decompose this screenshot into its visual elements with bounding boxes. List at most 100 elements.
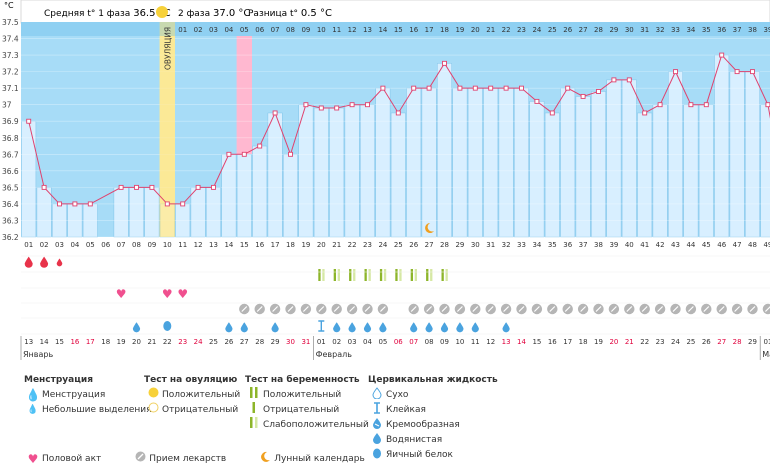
phase2-label: 2 фаза 37.0 °C [178, 8, 250, 19]
pill-icon-slash [472, 306, 479, 312]
pregnancy-strip [430, 269, 433, 281]
legend-item: Водянистая [386, 435, 443, 445]
top-day-label: 38 [748, 26, 757, 34]
legend-item: Положительный [162, 390, 241, 400]
temperature-point [703, 102, 709, 108]
phase1-label: Средняя t° 1 фаза 36.5 °C [44, 8, 171, 19]
top-day-label: 17 [425, 26, 434, 34]
top-day-label: 15 [394, 26, 403, 34]
date-label: 07 [409, 338, 418, 346]
phase-divider-sun-icon [156, 6, 168, 18]
temperature-point [334, 105, 340, 111]
small-drop-icon: 💧 [27, 405, 39, 415]
y-tick-label: 36.9 [2, 117, 19, 126]
date-label: 14 [517, 338, 526, 346]
cycle-day-label: 49 [763, 241, 770, 249]
temperature-bar [560, 87, 576, 238]
pregnancy-strip [349, 269, 352, 281]
date-label: 28 [255, 338, 264, 346]
date-label: 22 [163, 338, 172, 346]
heart-icon: ♥ [177, 287, 188, 301]
month-label: Март [762, 350, 770, 359]
top-day-label: 21 [486, 26, 495, 34]
top-day-label: 12 [348, 26, 357, 34]
date-label: 04 [363, 338, 372, 346]
cycle-day-label: 02 [40, 241, 49, 249]
watery-drop-icon [225, 322, 233, 333]
legend-item: Отрицательный [263, 405, 340, 415]
temperature-point [719, 52, 725, 58]
pill-icon-slash [287, 306, 294, 312]
temperature-point [734, 69, 740, 75]
temperature-point [519, 85, 524, 91]
pregnancy-strip [337, 269, 340, 281]
temperature-point [503, 85, 509, 91]
cycle-day-label: 14 [224, 241, 233, 249]
cycle-day-label: 21 [332, 241, 341, 249]
egg-white-icon [368, 447, 386, 465]
temperature-bar [483, 87, 499, 238]
cycle-day-label: 18 [286, 241, 295, 249]
menstruation-drop-icon [40, 256, 49, 268]
pill-icon [131, 451, 149, 468]
top-day-label: 05 [240, 26, 249, 34]
temperature-point [211, 184, 216, 190]
cycle-day-label: 22 [348, 241, 357, 249]
y-tick-label: 37.5 [2, 18, 19, 27]
pill-icon-slash [610, 306, 617, 312]
temperature-point [180, 201, 186, 207]
temperature-point [534, 98, 540, 104]
cycle-day-label: 41 [640, 241, 649, 249]
temperature-point [365, 102, 370, 108]
cycle-day-label: 26 [409, 241, 418, 249]
watery-drop-icon [132, 322, 141, 333]
legend-bottom: ♥ Половой акт Прием лекарств Лунный кален… [24, 451, 365, 468]
temperature-point [426, 85, 432, 91]
date-label: 26 [702, 338, 711, 346]
pregnancy-strip [410, 269, 413, 281]
pregnancy-strip [441, 269, 444, 281]
heart-icon: ♥ [116, 287, 127, 301]
temperature-point [118, 184, 124, 190]
cycle-day-label: 40 [625, 241, 634, 249]
temperature-bar [113, 187, 129, 238]
date-label: 08 [425, 338, 434, 346]
pill-icon-slash [549, 306, 556, 312]
strip-weak-icon [245, 417, 263, 434]
cycle-day-label: 17 [271, 241, 280, 249]
watery-drop-icon [410, 322, 418, 333]
pregnancy-strip [383, 269, 387, 281]
ovulation-header [159, 22, 175, 237]
temperature-bar [313, 107, 329, 238]
top-day-label: 09 [301, 26, 310, 34]
y-tick-label: 37.4 [2, 35, 19, 44]
cycle-day-label: 45 [702, 241, 711, 249]
date-label: 02 [332, 338, 341, 346]
legend-item: Небольшие выделения [42, 405, 152, 415]
legend-item: Слабоположительный [263, 420, 369, 430]
menstruation-drop-icon [24, 256, 33, 268]
cycle-day-label: 35 [548, 241, 557, 249]
temperature-point [442, 60, 447, 66]
date-label: 25 [686, 338, 695, 346]
y-tick-label: 37.1 [2, 84, 19, 93]
positive-test-icon [144, 387, 162, 404]
temperature-point [149, 184, 155, 190]
date-label: 18 [101, 338, 110, 346]
temperature-point [226, 151, 232, 157]
temperature-bar [529, 101, 545, 238]
drop-icon: 💧 [25, 388, 41, 402]
y-tick-label: 36.7 [2, 150, 19, 159]
date-label: 17 [563, 338, 572, 346]
temperature-point [488, 85, 494, 91]
ovulation-label: ОВУЛЯЦИЯ [163, 27, 172, 70]
top-day-label: 16 [409, 26, 418, 34]
pregnancy-strip [322, 269, 325, 281]
temperature-point [673, 69, 678, 75]
cycle-day-label: 08 [132, 241, 141, 249]
menstruation-drop-icon [56, 258, 63, 267]
top-day-label: 18 [440, 26, 449, 34]
cycle-day-label: 25 [394, 241, 403, 249]
cycle-day-label: 48 [748, 241, 757, 249]
date-label: 05 [378, 338, 387, 346]
